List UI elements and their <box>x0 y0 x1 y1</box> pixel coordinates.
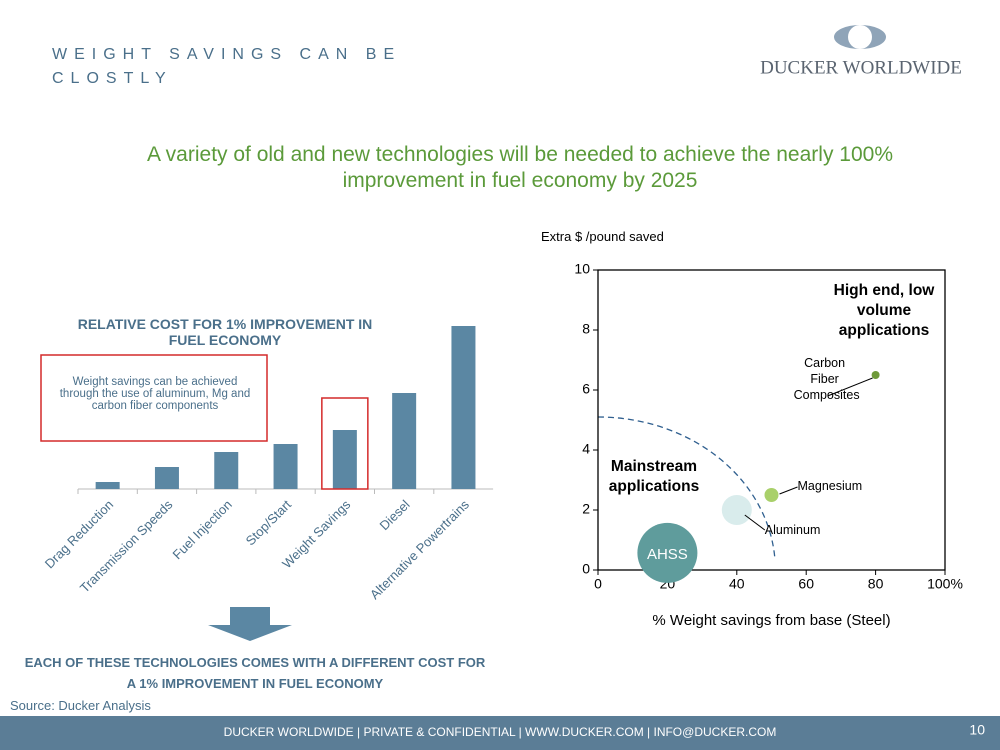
y-tick-label: 6 <box>582 381 590 397</box>
leader-line <box>779 486 798 495</box>
x-tick-label: 0 <box>594 576 602 592</box>
data-label: Carbon Fiber Composites <box>793 356 860 402</box>
annotation: Mainstream applications <box>608 458 700 495</box>
bar-chart-title: RELATIVE COST FOR 1% IMPROVEMENT IN FUEL… <box>77 316 373 348</box>
footer-bar <box>0 716 1000 750</box>
bar <box>214 452 239 489</box>
down-arrow <box>208 607 292 641</box>
y-axis-label: Extra $ /pound saved <box>541 229 664 244</box>
highlight-box <box>321 397 369 490</box>
slide-title: WEIGHT SAVINGS CAN BE CLOSTLY <box>52 46 402 87</box>
data-label: Magnesium <box>797 479 863 493</box>
leader-line <box>827 377 873 397</box>
callout-box <box>40 354 268 442</box>
bubble <box>764 488 779 502</box>
x-tick-label: 100% <box>927 576 963 592</box>
bar <box>154 467 179 489</box>
callout-text: Weight savings can be achieved through t… <box>59 376 251 412</box>
x-tick-label: Fuel Injection <box>170 497 235 562</box>
page-number: 10 <box>969 722 985 738</box>
bar <box>332 430 357 489</box>
annotation: High end, low volume applications <box>833 282 935 339</box>
bar <box>95 482 120 489</box>
footer-text: DUCKER WORLDWIDE | PRIVATE & CONFIDENTIA… <box>224 725 777 739</box>
plot-frame <box>597 269 946 571</box>
x-axis-label: % Weight savings from base (Steel) <box>652 612 891 629</box>
bubble <box>637 522 698 583</box>
bubble <box>871 371 880 379</box>
y-tick-label: 8 <box>582 321 590 337</box>
x-tick-label: 40 <box>729 576 745 592</box>
x-tick-label: Stop/Start <box>243 497 295 549</box>
y-tick-label: 10 <box>574 261 590 277</box>
x-tick-label: 80 <box>868 576 884 592</box>
y-tick-label: 0 <box>582 561 590 577</box>
logo-text: DUCKER WORLDWIDE <box>760 57 962 78</box>
x-tick-label: Alternative Powertrains <box>367 497 472 602</box>
subtitle: A variety of old and new technologies wi… <box>147 143 893 192</box>
logo-mark <box>834 25 886 49</box>
bar <box>273 444 298 489</box>
bar <box>451 326 476 489</box>
source: Source: Ducker Analysis <box>10 698 151 713</box>
data-label: AHSS <box>647 546 688 563</box>
data-label: Aluminum <box>764 523 821 537</box>
frontier-curve <box>597 416 776 561</box>
y-tick-label: 2 <box>582 501 590 517</box>
conclusion: EACH OF THESE TECHNOLOGIES COMES WITH A … <box>24 655 486 691</box>
y-tick-label: 4 <box>582 441 590 457</box>
bubble <box>721 495 752 525</box>
leader-line <box>744 514 766 531</box>
x-tick-label: Diesel <box>377 497 413 533</box>
bar <box>392 393 417 489</box>
x-tick-label: 60 <box>798 576 814 592</box>
